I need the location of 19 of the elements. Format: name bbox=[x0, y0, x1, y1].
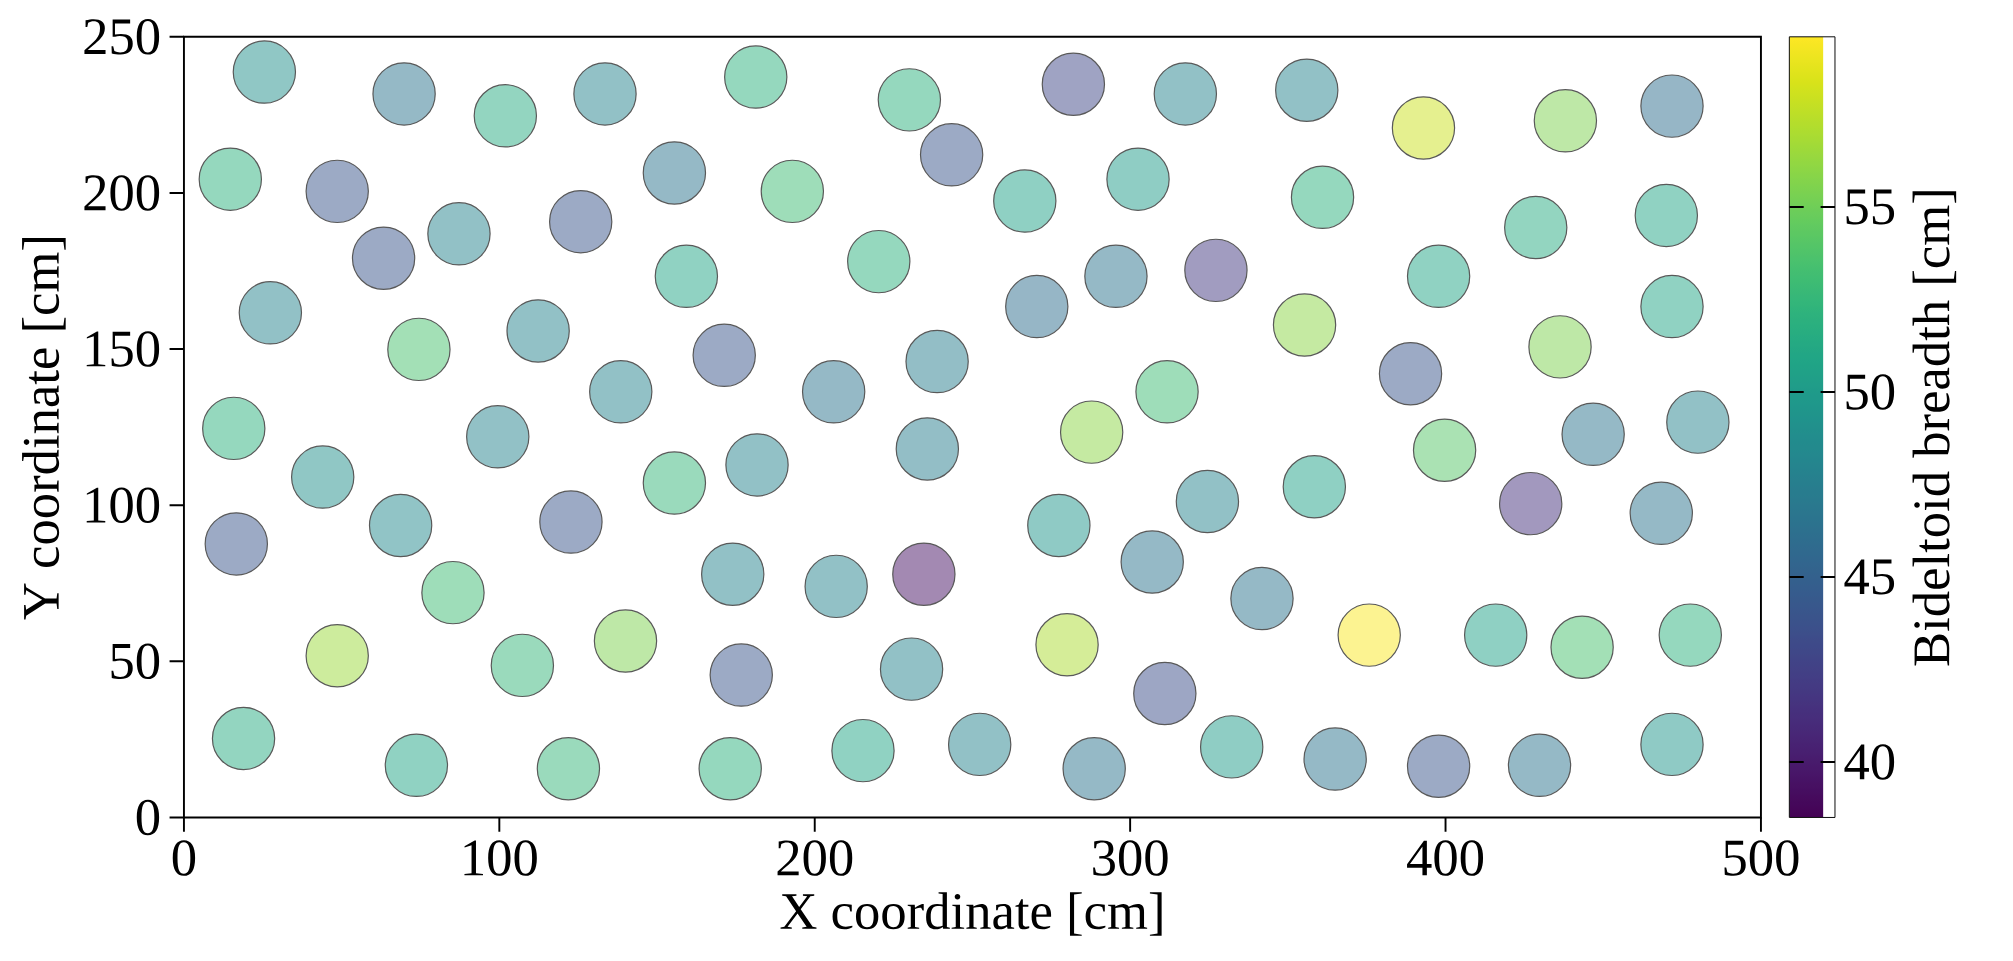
y-tick-label: 100 bbox=[86, 487, 160, 524]
y-tick-label: 250 bbox=[84, 19, 160, 55]
y-tick-label: 200 bbox=[84, 175, 160, 211]
y-tick-label: 50 bbox=[111, 643, 160, 680]
color-bar-label: 50 bbox=[1846, 374, 1895, 410]
x-tick-label: 300 bbox=[1093, 840, 1168, 877]
color-bar-title: Bideltoid breadth [cm] bbox=[1912, 191, 1957, 666]
color-bar-label: 40 bbox=[1844, 744, 1895, 780]
x-tick-label: 200 bbox=[777, 840, 853, 877]
y-tick-label: 0 bbox=[136, 799, 160, 836]
y-axis-title: Y coordinate [cm] bbox=[22, 238, 66, 620]
color-bar-label: 45 bbox=[1844, 559, 1895, 595]
color-bar-label: 55 bbox=[1846, 189, 1895, 225]
x-tick-label: 100 bbox=[464, 840, 537, 877]
x-tick-label: 0 bbox=[172, 840, 196, 877]
y-tick-label: 150 bbox=[86, 331, 160, 368]
x-axis-title: X coordinate [cm] bbox=[780, 892, 1162, 937]
x-tick-label: 400 bbox=[1407, 840, 1484, 877]
x-tick-label: 500 bbox=[1724, 840, 1799, 877]
